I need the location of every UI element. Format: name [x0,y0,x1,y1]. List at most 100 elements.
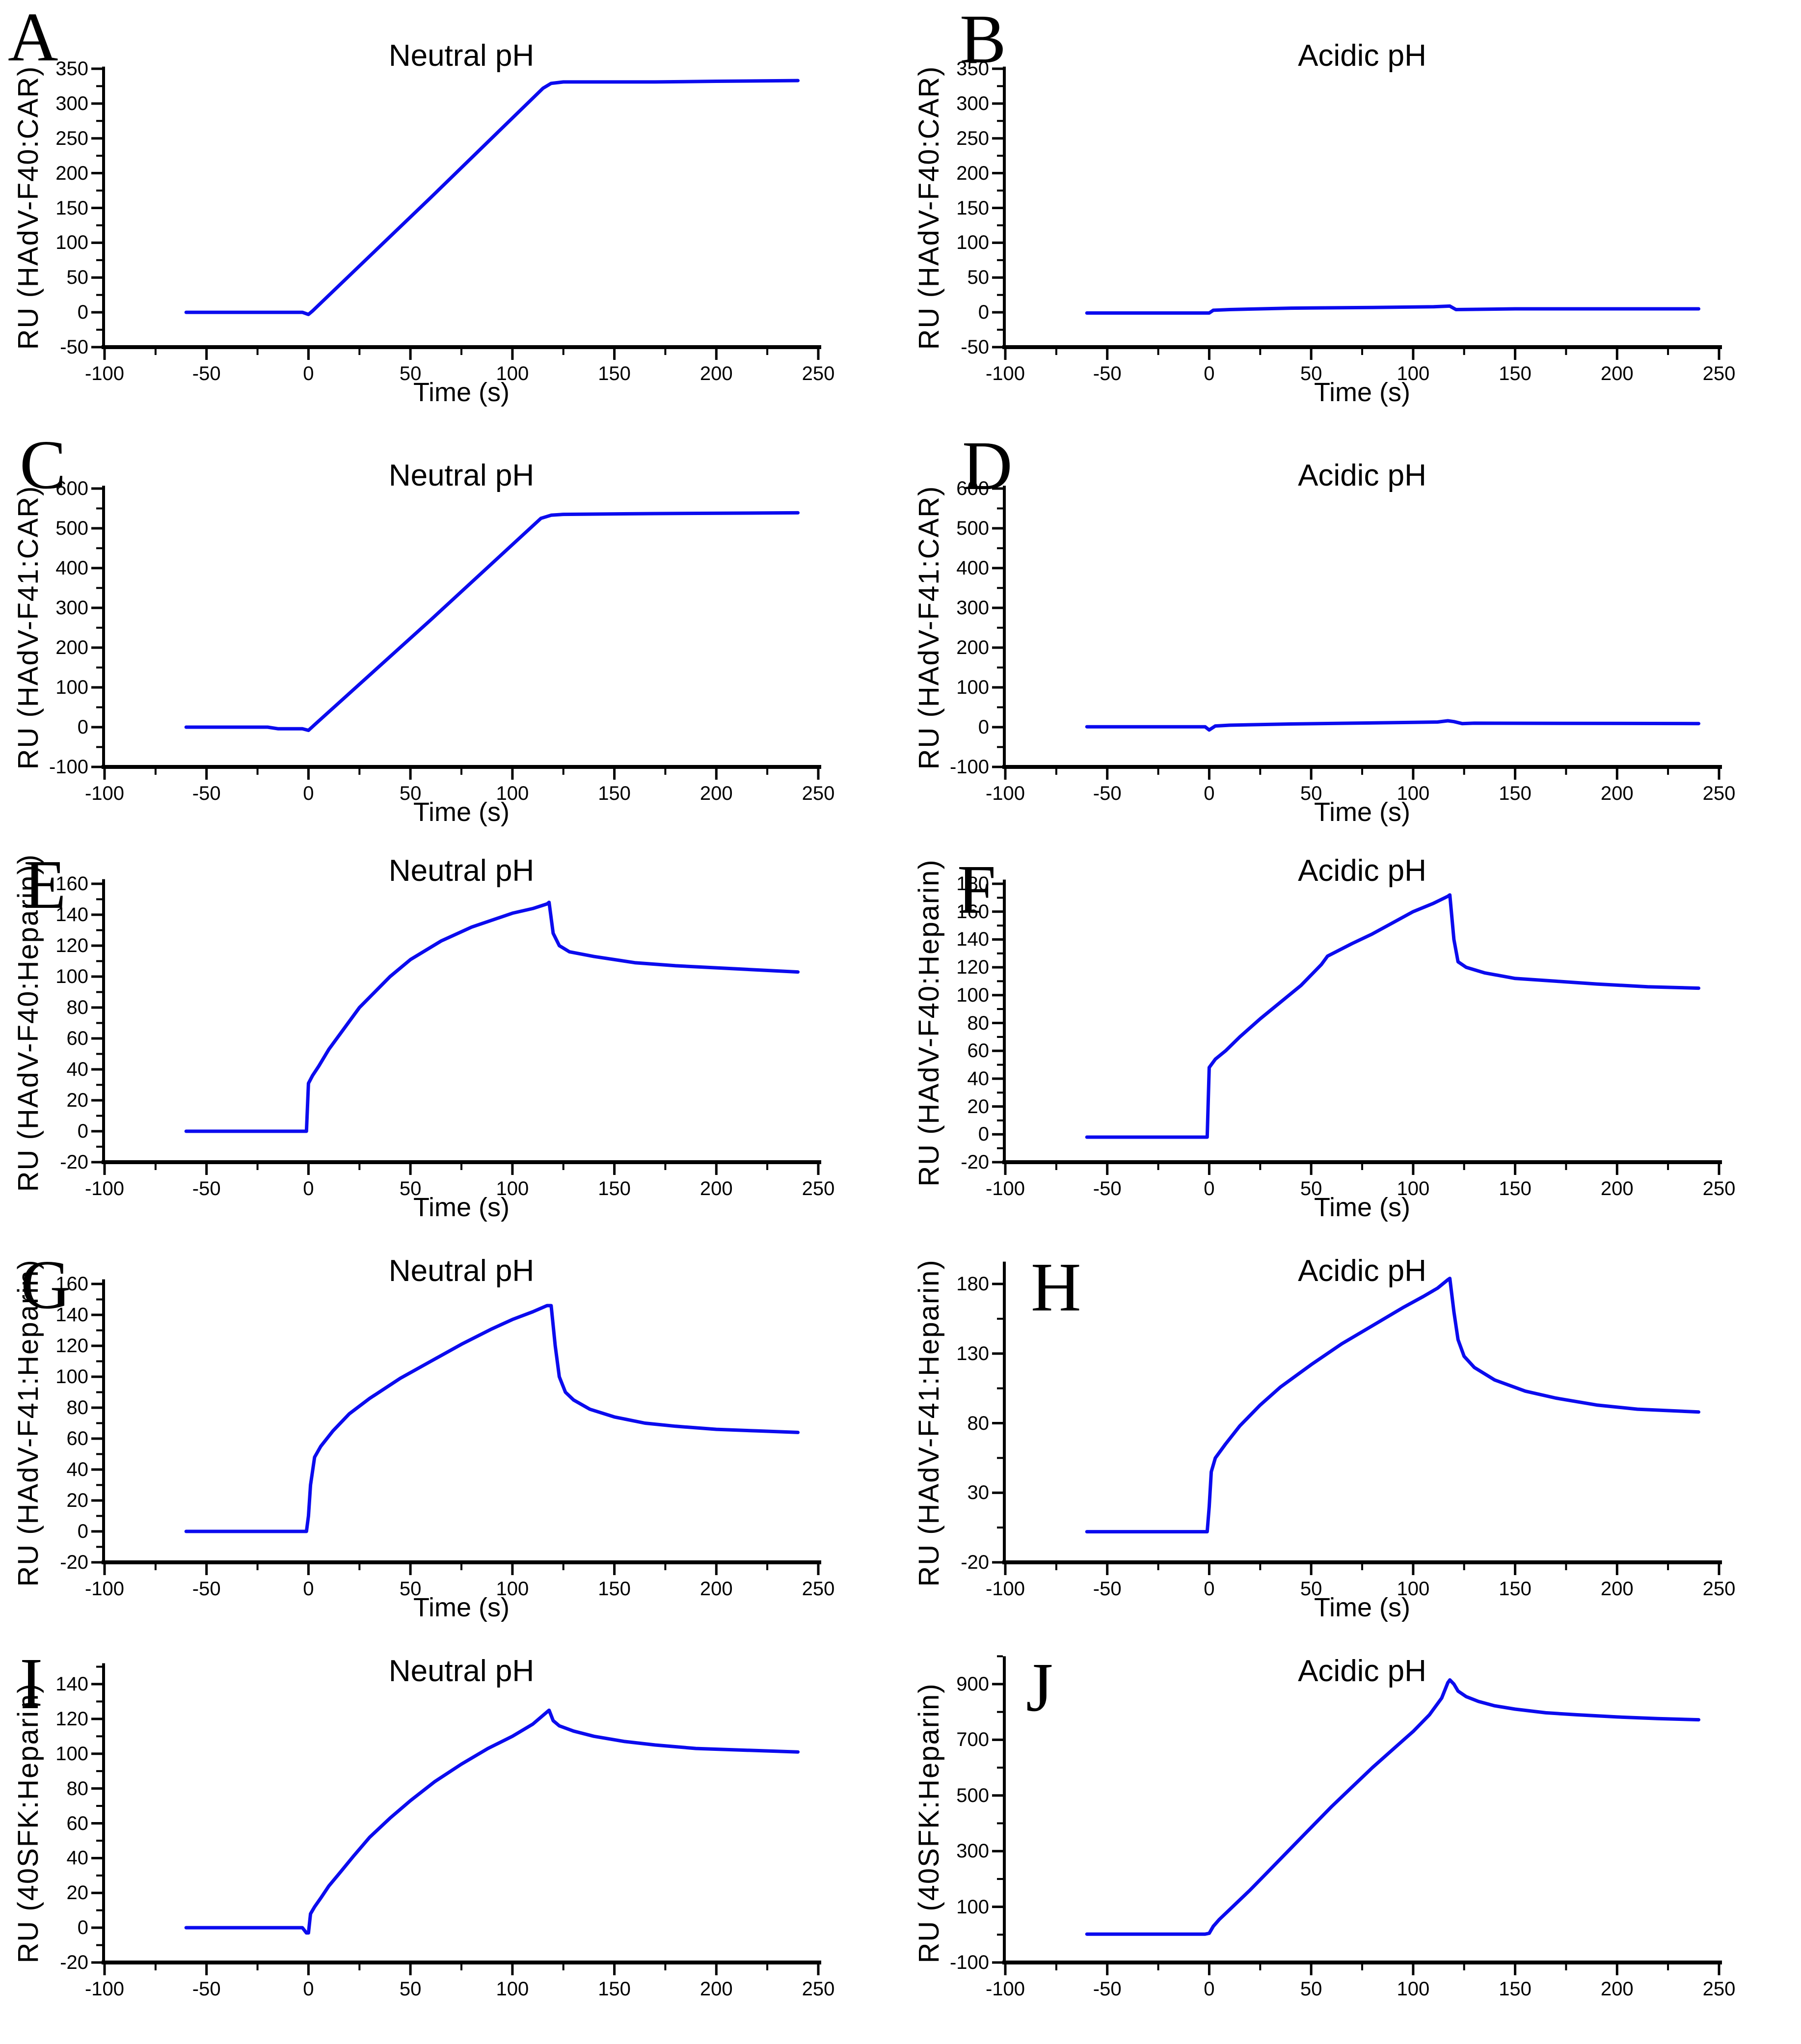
x-axis-label: Time (s) [413,378,510,407]
panel-title: Neutral pH [388,1254,535,1288]
x-tick-label: 250 [802,363,835,384]
panel-letter: J [1026,1648,1053,1726]
axis-tick [715,349,718,360]
axis-tick [1055,349,1057,355]
y-tick-label: 0 [77,1521,88,1542]
axis-tick [664,1164,667,1170]
x-tick-label: 200 [699,1578,733,1600]
axis-tick [1514,769,1517,780]
y-tick-label: 700 [956,1729,989,1751]
axis-tick [91,1437,102,1440]
axis-tick [1003,486,1006,769]
axis-tick [992,606,1003,609]
axis-tick [154,1564,157,1570]
axis-tick [96,898,102,900]
axis-tick [1565,1964,1567,1970]
x-axis-label: Time (s) [1314,378,1410,407]
axis-tick [96,547,102,549]
axis-tick [102,486,105,769]
axis-tick [91,726,102,729]
axis-tick [1004,1564,1007,1575]
axis-tick [307,349,310,360]
axis-tick [1002,1160,1722,1164]
y-tick-label: 300 [55,597,88,619]
y-tick-label: 40 [66,1459,89,1480]
axis-tick [307,769,310,780]
axis-tick [96,155,102,157]
x-tick-label: -50 [192,783,221,804]
axis-tick [1002,345,1722,349]
axis-tick [1106,349,1109,360]
panel-title: Acidic pH [1298,1254,1426,1288]
axis-tick [562,1964,564,1970]
axis-tick [103,769,106,780]
axis-tick [664,769,667,775]
axis-tick [91,1961,102,1964]
axis-tick [91,1406,102,1409]
axis-tick [1055,1564,1057,1570]
panel-title: Acidic pH [1298,1654,1426,1688]
y-tick-label: 180 [956,873,989,895]
axis-tick [307,1564,310,1575]
axis-tick [997,746,1003,748]
axis-tick [91,1344,102,1347]
x-tick-label: -100 [84,1178,125,1199]
x-tick-label: 200 [699,783,733,804]
y-tick-label: 0 [77,1120,88,1142]
x-tick-label: -50 [192,1978,221,2000]
axis-tick [992,1352,1003,1355]
y-tick-label: 50 [967,267,990,289]
x-tick-label: 50 [1300,1178,1322,1199]
axis-tick [91,241,102,244]
x-tick-label: 100 [496,1978,529,2000]
axis-tick [205,769,208,780]
axis-tick [205,1164,208,1175]
sensorgram-panel: B Acidic pH RU (HAdV-F40:CAR) Time (s) -… [901,0,1801,422]
axis-tick [358,1164,361,1170]
axis-tick [997,925,1003,927]
axis-tick [96,1453,102,1455]
x-tick-label: -50 [192,1178,221,1199]
axis-tick [91,311,102,314]
sensorgram-panel: E Neutral pH RU (HAdV-F40:Heparin)) Time… [0,815,900,1237]
axis-tick [91,276,102,279]
y-tick-label: 100 [956,677,989,698]
x-tick-label: -100 [84,1978,125,2000]
axis-tick [91,527,102,530]
x-tick-label: 50 [1300,783,1322,804]
y-tick-label: 50 [66,267,89,289]
axis-tick [96,85,102,87]
y-tick-label: 250 [956,127,989,149]
y-tick-label: -20 [961,1552,989,1573]
panel-title: Acidic pH [1298,39,1426,73]
axis-tick [96,1700,102,1703]
sensorgram-plot [992,1655,1722,1975]
axis-tick [91,102,102,105]
y-tick-label: 60 [66,1028,89,1049]
panel-title: Neutral pH [388,39,535,73]
axis-tick [91,1856,102,1859]
axis-tick [992,1422,1003,1424]
axis-tick [102,765,821,769]
axis-tick [1361,769,1363,775]
y-tick-label: 120 [956,956,989,979]
axis-tick [96,259,102,261]
axis-tick [1667,1964,1669,1970]
x-axis-label: Time (s) [1314,797,1410,827]
axis-tick [1157,349,1159,355]
sensorgram-plot [992,1261,1722,1575]
axis-tick [1208,1964,1210,1975]
axis-tick [1718,1564,1720,1575]
axis-tick [1106,1564,1109,1575]
x-tick-label: 50 [1300,1978,1322,2000]
y-tick-label: 150 [55,197,88,219]
x-tick-label: 50 [399,1178,422,1199]
axis-tick [1565,1564,1567,1570]
axis-tick [96,1874,102,1877]
axis-tick [460,349,462,355]
x-axis-label: Time (s) [413,1593,510,1622]
axis-tick [992,67,1003,70]
axis-tick [1463,769,1465,775]
x-tick-label: 0 [1204,1578,1215,1600]
axis-tick [997,1457,1003,1459]
